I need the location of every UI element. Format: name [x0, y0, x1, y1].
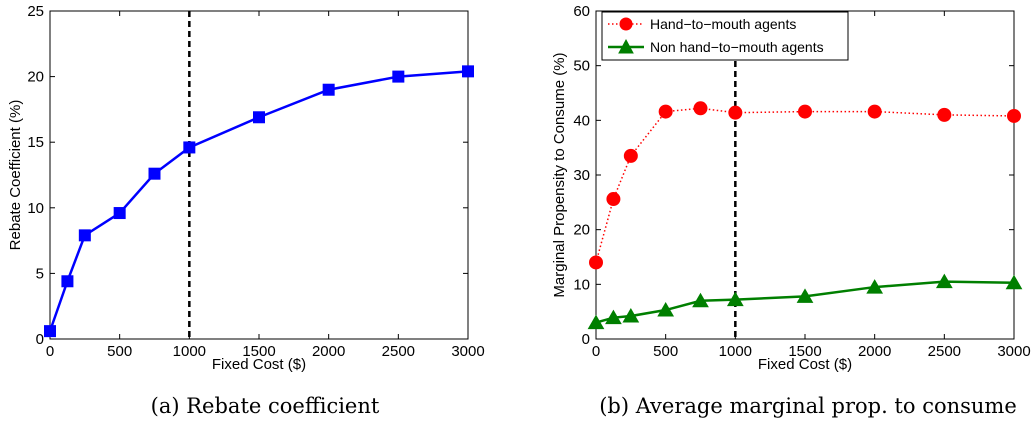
- y-tick-label: 5: [36, 265, 44, 282]
- data-point: [867, 104, 882, 119]
- data-point: [113, 207, 126, 220]
- data-point: [623, 148, 638, 163]
- data-point: [657, 302, 675, 317]
- y-tick-label: 20: [573, 222, 590, 239]
- x-tick-label: 1000: [719, 343, 752, 360]
- x-tick-label: 1500: [242, 343, 275, 360]
- series-line-0: [595, 107, 1015, 263]
- data-point: [692, 292, 709, 308]
- x-tick-label: 1500: [788, 343, 821, 360]
- data-point: [78, 229, 91, 242]
- data-point: [462, 65, 474, 78]
- data-point: [937, 107, 952, 122]
- series-line-1: [595, 280, 1015, 324]
- y-tick-label: 40: [573, 112, 590, 129]
- data-marks-b: [587, 11, 1023, 339]
- data-point: [322, 83, 335, 96]
- y-tick-label: 50: [573, 58, 590, 75]
- data-point: [1007, 108, 1021, 123]
- y-axis-label-b: Marginal Propensity to Consume (%): [551, 52, 568, 297]
- data-point: [253, 111, 265, 124]
- legend-marker-non-hand-to-mouth: [618, 38, 634, 54]
- x-axis-label-b: Fixed Cost ($): [758, 356, 852, 373]
- legend-label-hand-to-mouth: Hand−to−mouth agents: [650, 16, 796, 32]
- y-tick-label: 60: [573, 3, 590, 20]
- data-point: [693, 101, 708, 116]
- data-point: [392, 70, 405, 83]
- x-tick-label: 2000: [312, 343, 345, 360]
- data-point: [726, 291, 744, 307]
- x-tick-labels-a: 0 500 1000 1500 2000 2500 3000: [46, 11, 485, 360]
- x-tick-label: 0: [46, 343, 54, 360]
- chart-panel-a: 0 500 1000 1500 2000 2500 3000 0 5 10 15 20 25 Fixe…: [7, 3, 485, 418]
- x-tick-label: 2500: [928, 343, 961, 360]
- x-tick-label: 0: [592, 343, 600, 360]
- data-point: [622, 308, 640, 323]
- data-point: [587, 314, 605, 330]
- y-tick-label: 20: [27, 69, 44, 86]
- y-tick-label: 0: [36, 331, 44, 348]
- y-tick-label: 0: [582, 331, 590, 348]
- data-point: [866, 279, 884, 294]
- caption-b: (b) Average marginal prop. to consume: [599, 394, 1017, 418]
- y-tick-label: 10: [573, 276, 590, 293]
- data-point: [796, 288, 814, 303]
- x-tick-labels-b: 0 500 1000 1500 2000 2500 3000: [592, 11, 1031, 360]
- legend-label-non-hand-to-mouth: Non hand−to−mouth agents: [650, 39, 824, 55]
- legend: Hand−to−mouth agents Non hand−to−mouth a…: [601, 11, 849, 61]
- x-tick-label: 3000: [451, 343, 484, 360]
- plot-area-a: [49, 10, 469, 340]
- y-tick-label: 10: [27, 200, 44, 217]
- data-point: [148, 167, 161, 180]
- y-axis-label-a: Rebate Coefficient (%): [7, 100, 24, 251]
- y-tick-label: 30: [573, 167, 590, 184]
- data-point: [935, 273, 953, 289]
- caption-a: (a) Rebate coefficient: [151, 394, 380, 418]
- x-tick-label: 2000: [858, 343, 891, 360]
- data-point: [1005, 274, 1023, 290]
- data-point: [183, 141, 196, 154]
- x-tick-label: 2500: [382, 343, 415, 360]
- x-axis-label-a: Fixed Cost ($): [212, 356, 306, 373]
- data-point: [658, 104, 673, 119]
- y-tick-labels-b: 0 10 20 30 40 50 60: [573, 3, 1014, 348]
- chart-panel-b: 0 500 1000 1500 2000 2500 3000 0 10 20 30 40 50 60 F…: [551, 3, 1031, 418]
- data-point: [605, 309, 622, 325]
- legend-marker-hand-to-mouth: [619, 17, 633, 31]
- data-marks-a: [44, 11, 474, 339]
- x-tick-label: 500: [653, 343, 678, 360]
- x-tick-label: 3000: [997, 343, 1030, 360]
- data-point: [728, 105, 743, 120]
- x-tick-label: 500: [107, 343, 132, 360]
- data-point: [798, 104, 812, 119]
- data-point: [589, 255, 603, 270]
- y-tick-label: 25: [27, 3, 44, 20]
- data-point: [606, 192, 621, 207]
- x-tick-label: 1000: [173, 343, 206, 360]
- data-point: [61, 275, 74, 288]
- series-line-0: [48, 70, 469, 332]
- legend-box: [601, 11, 849, 61]
- data-point: [44, 325, 56, 338]
- y-tick-label: 15: [27, 134, 44, 151]
